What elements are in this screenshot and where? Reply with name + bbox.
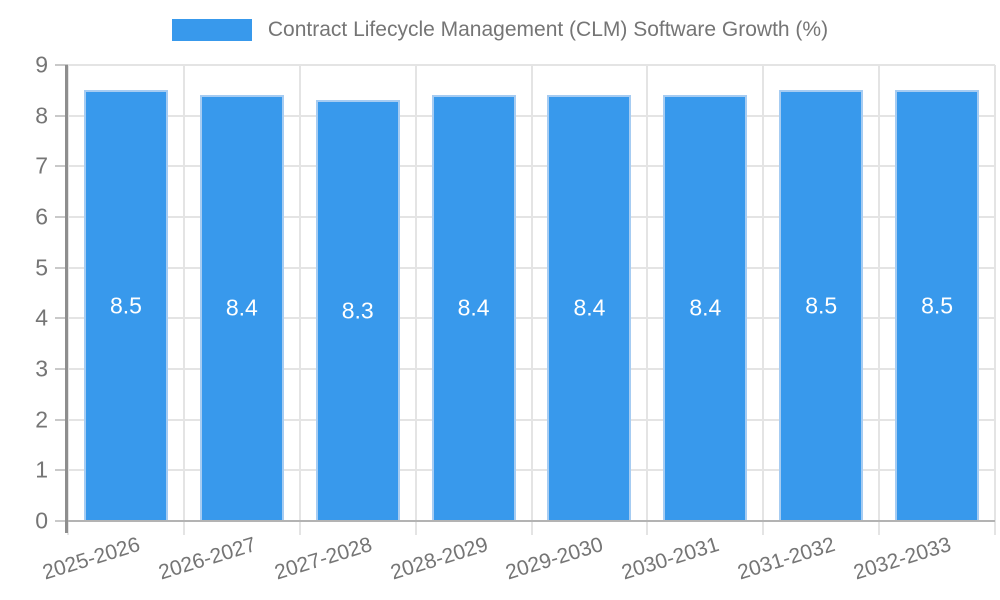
x-tick-label: 2031-2032 bbox=[735, 533, 838, 585]
y-tick-label: 5 bbox=[35, 254, 48, 281]
bar bbox=[199, 95, 284, 521]
x-tick-label: 2025-2026 bbox=[39, 533, 143, 585]
x-tick-label: 2028-2029 bbox=[387, 533, 491, 585]
bar-value-label: 8.4 bbox=[689, 294, 722, 321]
y-tick-mark bbox=[55, 114, 68, 117]
x-gridline bbox=[182, 65, 185, 535]
y-tick-label: 1 bbox=[35, 456, 48, 483]
y-tick-label: 4 bbox=[35, 304, 48, 331]
y-tick-mark bbox=[55, 64, 68, 66]
y-axis-boundary bbox=[67, 65, 69, 535]
bar bbox=[779, 90, 864, 521]
y-tick-label: 9 bbox=[35, 51, 48, 78]
x-gridline bbox=[762, 65, 765, 535]
bar-value-label: 8.4 bbox=[457, 294, 490, 321]
y-tick-mark bbox=[55, 165, 68, 168]
bar-value-label: 8.5 bbox=[805, 292, 838, 319]
y-tick-label: 2 bbox=[35, 406, 48, 433]
bar bbox=[547, 95, 632, 521]
bar-value-label: 8.5 bbox=[921, 292, 954, 319]
bar-value-label: 8.4 bbox=[573, 294, 606, 321]
x-gridline bbox=[414, 65, 417, 535]
y-tick-label: 0 bbox=[35, 507, 48, 534]
y-tick-mark bbox=[55, 266, 68, 269]
bar-value-label: 8.3 bbox=[341, 297, 374, 324]
y-tick-label: 6 bbox=[35, 203, 48, 230]
bar-value-label: 8.5 bbox=[109, 292, 142, 319]
x-tick-label: 2027-2028 bbox=[271, 533, 375, 585]
y-tick-mark bbox=[55, 216, 68, 218]
y-tick-label: 3 bbox=[35, 355, 48, 382]
x-tick-label: 2032-2033 bbox=[851, 533, 954, 585]
x-gridline bbox=[994, 65, 996, 535]
legend-label: Contract Lifecycle Management (CLM) Soft… bbox=[267, 18, 829, 41]
legend-swatch bbox=[171, 19, 252, 41]
x-tick-label: 2026-2027 bbox=[155, 533, 259, 585]
bar bbox=[315, 100, 400, 521]
y-tick-mark bbox=[55, 368, 68, 370]
bar-value-label: 8.4 bbox=[225, 294, 258, 321]
y-tick-mark bbox=[55, 418, 68, 421]
y-tick-mark bbox=[55, 469, 68, 472]
y-tick-mark bbox=[55, 317, 68, 320]
x-tick-label: 2030-2031 bbox=[619, 533, 723, 585]
y-tick-mark bbox=[55, 520, 68, 522]
x-gridline bbox=[298, 65, 301, 535]
y-axis-line bbox=[65, 65, 68, 533]
y-tick-label: 7 bbox=[35, 152, 48, 179]
x-axis-line bbox=[68, 520, 995, 522]
plot-area: 0 1 2 3 4 5 6 7 8 9 8.5 2025-2026 8.4 2026-2027 8.3 202… bbox=[35, 52, 996, 584]
x-tick-label: 2029-2030 bbox=[503, 533, 607, 585]
chart-legend: Contract Lifecycle Management (CLM) Soft… bbox=[0, 16, 1000, 44]
bar bbox=[663, 95, 748, 521]
bar bbox=[83, 90, 168, 521]
x-gridline bbox=[646, 65, 649, 535]
x-gridline bbox=[878, 65, 881, 535]
y-tick-label: 8 bbox=[35, 102, 48, 129]
bar bbox=[895, 90, 980, 521]
bar bbox=[431, 95, 516, 521]
x-gridline bbox=[530, 65, 533, 535]
